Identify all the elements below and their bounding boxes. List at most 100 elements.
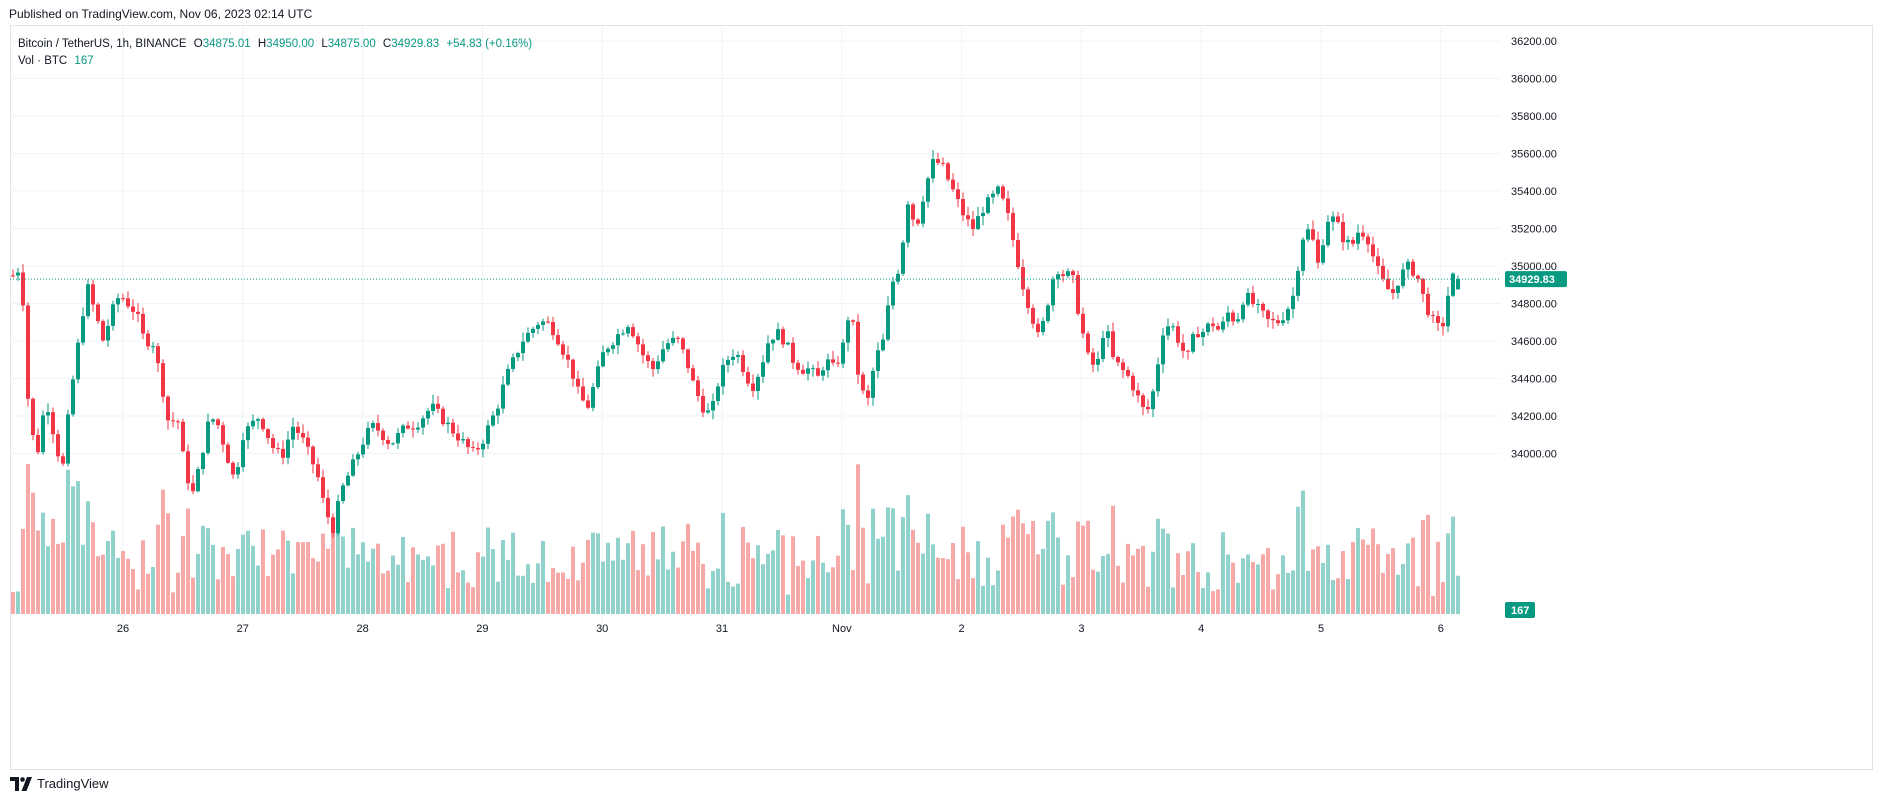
candle-body — [1231, 312, 1235, 322]
candle-body — [346, 475, 350, 486]
candle-body — [1266, 310, 1270, 319]
candle-body — [1026, 289, 1030, 308]
candle-body — [1181, 342, 1185, 351]
volume-bar — [386, 570, 390, 614]
candle-body — [956, 189, 960, 200]
volume-bar — [1001, 524, 1005, 614]
candle-body — [1391, 289, 1395, 294]
volume-bar — [861, 527, 865, 614]
candle-body — [356, 454, 360, 460]
volume-bar — [906, 495, 910, 614]
volume-bar — [591, 532, 595, 614]
volume-bar — [246, 530, 250, 614]
candle-body — [1331, 216, 1335, 222]
candle-body — [1416, 275, 1420, 279]
volume-bar — [826, 572, 830, 614]
candle-body — [1421, 278, 1425, 294]
price-tick-label: 36000.00 — [1511, 74, 1557, 86]
volume-bar — [506, 559, 510, 614]
tradingview-logo[interactable]: TradingView — [10, 776, 109, 791]
candle-body — [151, 346, 155, 348]
volume-bar — [211, 544, 215, 614]
volume-bar — [786, 594, 790, 614]
volume-bar — [431, 565, 435, 614]
candle-body — [1316, 239, 1320, 263]
volume-bar — [936, 557, 940, 614]
brand-name: TradingView — [37, 776, 109, 791]
candle-body — [16, 272, 20, 276]
last-price-badge: 34929.83 — [1505, 271, 1567, 288]
volume-bar — [596, 533, 600, 614]
candle-body — [411, 428, 415, 430]
candle-body — [181, 421, 185, 452]
volume-bar — [146, 573, 150, 614]
volume-bar — [341, 536, 345, 614]
volume-bar — [641, 544, 645, 614]
volume-bar — [791, 536, 795, 614]
legend-volume-label: Vol · BTC — [18, 55, 68, 67]
volume-bar — [1201, 587, 1205, 614]
volume-bar — [801, 560, 805, 614]
candle-body — [1211, 323, 1215, 327]
volume-bar — [931, 544, 935, 614]
candle-body — [686, 349, 690, 369]
time-tick-label: Nov — [832, 623, 852, 635]
legend-open-value: 34875.01 — [202, 38, 251, 50]
candle-body — [1086, 333, 1090, 353]
legend-volume-row: Vol · BTC 167 — [18, 53, 532, 70]
volume-bar — [46, 546, 50, 614]
candle-body — [221, 425, 225, 445]
candle-body — [481, 443, 485, 450]
candle-body — [1161, 335, 1165, 365]
legend-volume-value: 167 — [74, 55, 94, 67]
volume-bar — [1171, 587, 1175, 614]
candle-body — [241, 440, 245, 468]
volume-bar — [1016, 509, 1020, 614]
candle-body — [421, 418, 425, 428]
volume-bar — [761, 564, 765, 614]
legend-low-value: 34875.00 — [327, 38, 376, 50]
volume-bar — [296, 542, 300, 614]
candle-body — [756, 376, 760, 391]
volume-bar — [806, 578, 810, 614]
candle-body — [1286, 309, 1290, 321]
volume-bar — [336, 502, 340, 614]
volume-bar — [326, 548, 330, 614]
volume-bar — [1266, 548, 1270, 614]
volume-bar — [186, 508, 190, 614]
volume-bar — [231, 576, 235, 614]
volume-bar — [1211, 591, 1215, 614]
volume-bar — [1206, 572, 1210, 614]
volume-bar — [886, 507, 890, 614]
candle-body — [1196, 334, 1200, 338]
candle-body — [426, 410, 430, 419]
volume-bar — [1086, 520, 1090, 614]
candle-body — [591, 387, 595, 408]
candle-body — [821, 370, 825, 376]
volume-bar — [836, 555, 840, 614]
candle-body — [496, 408, 500, 416]
candle-body — [791, 342, 795, 363]
volume-bar — [356, 554, 360, 614]
price-axis: 34000.00 34200.00 34400.00 34600.00 34800.00… — [1511, 36, 1557, 461]
volume-bar — [651, 531, 655, 614]
candle-body — [126, 298, 130, 307]
volume-bar — [796, 565, 800, 614]
candle-body — [1106, 331, 1110, 338]
volume-bar — [31, 492, 35, 614]
volume-bar — [816, 535, 820, 614]
volume-bar — [1166, 533, 1170, 614]
volume-bar — [841, 509, 845, 614]
volume-bar — [756, 545, 760, 614]
candle-body — [1151, 391, 1155, 410]
candle-body — [921, 201, 925, 224]
volume-bar — [1006, 537, 1010, 614]
volume-bar — [1416, 586, 1420, 614]
candle-body — [871, 370, 875, 398]
price-tick-label: 34000.00 — [1511, 449, 1557, 461]
volume-bar — [381, 573, 385, 614]
candle-body — [1291, 295, 1295, 310]
candle-body — [1301, 239, 1305, 271]
price-tick-label: 34200.00 — [1511, 411, 1557, 423]
